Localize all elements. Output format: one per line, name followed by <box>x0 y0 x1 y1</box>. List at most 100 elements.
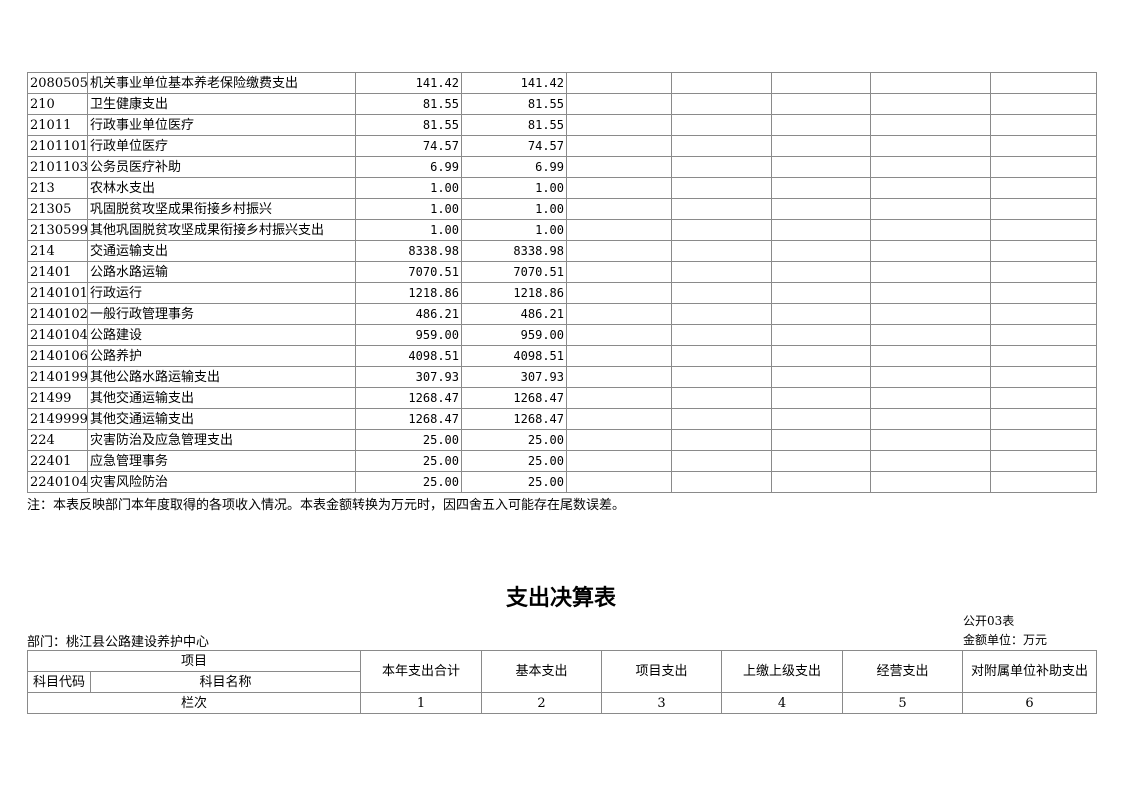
empty-cell <box>990 135 1097 157</box>
empty-cell <box>566 135 672 157</box>
header-code: 科目代码 <box>27 671 91 693</box>
total-amount: 486.21 <box>355 303 462 325</box>
basic-amount: 81.55 <box>461 114 567 136</box>
empty-cell <box>990 408 1097 430</box>
empty-cell <box>566 324 672 346</box>
total-amount: 1268.47 <box>355 408 462 430</box>
empty-cell <box>671 135 772 157</box>
empty-cell <box>990 303 1097 325</box>
empty-cell <box>990 345 1097 367</box>
subject-name: 其他交通运输支出 <box>87 408 356 430</box>
empty-cell <box>671 261 772 283</box>
table-row: 2130599 其他巩固脱贫攻坚成果衔接乡村振兴支出 1.00 1.00 <box>27 219 1097 241</box>
total-amount: 1.00 <box>355 219 462 241</box>
header-col-2: 基本支出 <box>481 650 603 693</box>
total-amount: 81.55 <box>355 93 462 115</box>
subject-code: 2130599 <box>27 219 88 241</box>
empty-cell <box>990 450 1097 472</box>
total-amount: 1218.86 <box>355 282 462 304</box>
subject-name: 公路养护 <box>87 345 356 367</box>
empty-cell <box>771 93 871 115</box>
subject-code: 2101103 <box>27 156 88 178</box>
empty-cell <box>870 429 991 451</box>
header-col-1: 本年支出合计 <box>360 650 483 693</box>
empty-cell <box>990 93 1097 115</box>
empty-cell <box>771 177 871 199</box>
empty-cell <box>671 408 772 430</box>
table-row: 21011 行政事业单位医疗 81.55 81.55 <box>27 114 1097 136</box>
subject-name: 行政单位医疗 <box>87 135 356 157</box>
header-name: 科目名称 <box>89 671 362 693</box>
subject-name: 灾害防治及应急管理支出 <box>87 429 356 451</box>
empty-cell <box>771 198 871 220</box>
empty-cell <box>870 324 991 346</box>
subject-name: 其他巩固脱贫攻坚成果衔接乡村振兴支出 <box>87 219 356 241</box>
empty-cell <box>870 198 991 220</box>
empty-cell <box>671 282 772 304</box>
empty-cell <box>566 156 672 178</box>
empty-cell <box>671 72 772 94</box>
total-amount: 25.00 <box>355 429 462 451</box>
empty-cell <box>990 177 1097 199</box>
subject-code: 224 <box>27 429 88 451</box>
total-amount: 25.00 <box>355 450 462 472</box>
basic-amount: 959.00 <box>461 324 567 346</box>
table-row: 21401 公路水路运输 7070.51 7070.51 <box>27 261 1097 283</box>
subject-code: 21401 <box>27 261 88 283</box>
subject-code: 2149999 <box>27 408 88 430</box>
subject-code: 22401 <box>27 450 88 472</box>
total-amount: 141.42 <box>355 72 462 94</box>
subject-name: 农林水支出 <box>87 177 356 199</box>
table-row: 2101103 公务员医疗补助 6.99 6.99 <box>27 156 1097 178</box>
empty-cell <box>771 471 871 493</box>
subject-code: 210 <box>27 93 88 115</box>
subject-name: 巩固脱贫攻坚成果衔接乡村振兴 <box>87 198 356 220</box>
empty-cell <box>870 345 991 367</box>
subject-code: 2140101 <box>27 282 88 304</box>
table-row: 2140101 行政运行 1218.86 1218.86 <box>27 282 1097 304</box>
empty-cell <box>771 450 871 472</box>
subject-code: 21305 <box>27 198 88 220</box>
empty-cell <box>566 240 672 262</box>
basic-amount: 1.00 <box>461 219 567 241</box>
basic-amount: 6.99 <box>461 156 567 178</box>
empty-cell <box>671 345 772 367</box>
table-row: 2140199 其他公路水路运输支出 307.93 307.93 <box>27 366 1097 388</box>
total-amount: 74.57 <box>355 135 462 157</box>
empty-cell <box>870 156 991 178</box>
empty-cell <box>671 198 772 220</box>
expense-detail-table: 2080505 机关事业单位基本养老保险缴费支出 141.42 141.42 210 卫生… <box>27 72 1097 493</box>
empty-cell <box>671 240 772 262</box>
subject-name: 其他公路水路运输支出 <box>87 366 356 388</box>
table-row: 21305 巩固脱贫攻坚成果衔接乡村振兴 1.00 1.00 <box>27 198 1097 220</box>
table-row: 213 农林水支出 1.00 1.00 <box>27 177 1097 199</box>
empty-cell <box>566 345 672 367</box>
header-col-6: 对附属单位补助支出 <box>962 650 1098 693</box>
empty-cell <box>870 240 991 262</box>
empty-cell <box>671 450 772 472</box>
col-number: 3 <box>601 692 723 714</box>
table-note: 注：本表反映部门本年度取得的各项收入情况。本表金额转换为万元时，因四舍五入可能存… <box>27 498 626 513</box>
table-row: 2140104 公路建设 959.00 959.00 <box>27 324 1097 346</box>
empty-cell <box>870 177 991 199</box>
subject-code: 213 <box>27 177 88 199</box>
subject-name: 交通运输支出 <box>87 240 356 262</box>
empty-cell <box>771 387 871 409</box>
empty-cell <box>566 408 672 430</box>
basic-amount: 1268.47 <box>461 387 567 409</box>
empty-cell <box>771 324 871 346</box>
empty-cell <box>990 282 1097 304</box>
subject-name: 卫生健康支出 <box>87 93 356 115</box>
col-number: 6 <box>962 692 1098 714</box>
basic-amount: 25.00 <box>461 471 567 493</box>
table-row: 2140106 公路养护 4098.51 4098.51 <box>27 345 1097 367</box>
table-row: 224 灾害防治及应急管理支出 25.00 25.00 <box>27 429 1097 451</box>
empty-cell <box>771 240 871 262</box>
empty-cell <box>870 450 991 472</box>
empty-cell <box>990 324 1097 346</box>
subject-code: 21499 <box>27 387 88 409</box>
empty-cell <box>671 156 772 178</box>
empty-cell <box>870 72 991 94</box>
empty-cell <box>771 156 871 178</box>
total-amount: 959.00 <box>355 324 462 346</box>
